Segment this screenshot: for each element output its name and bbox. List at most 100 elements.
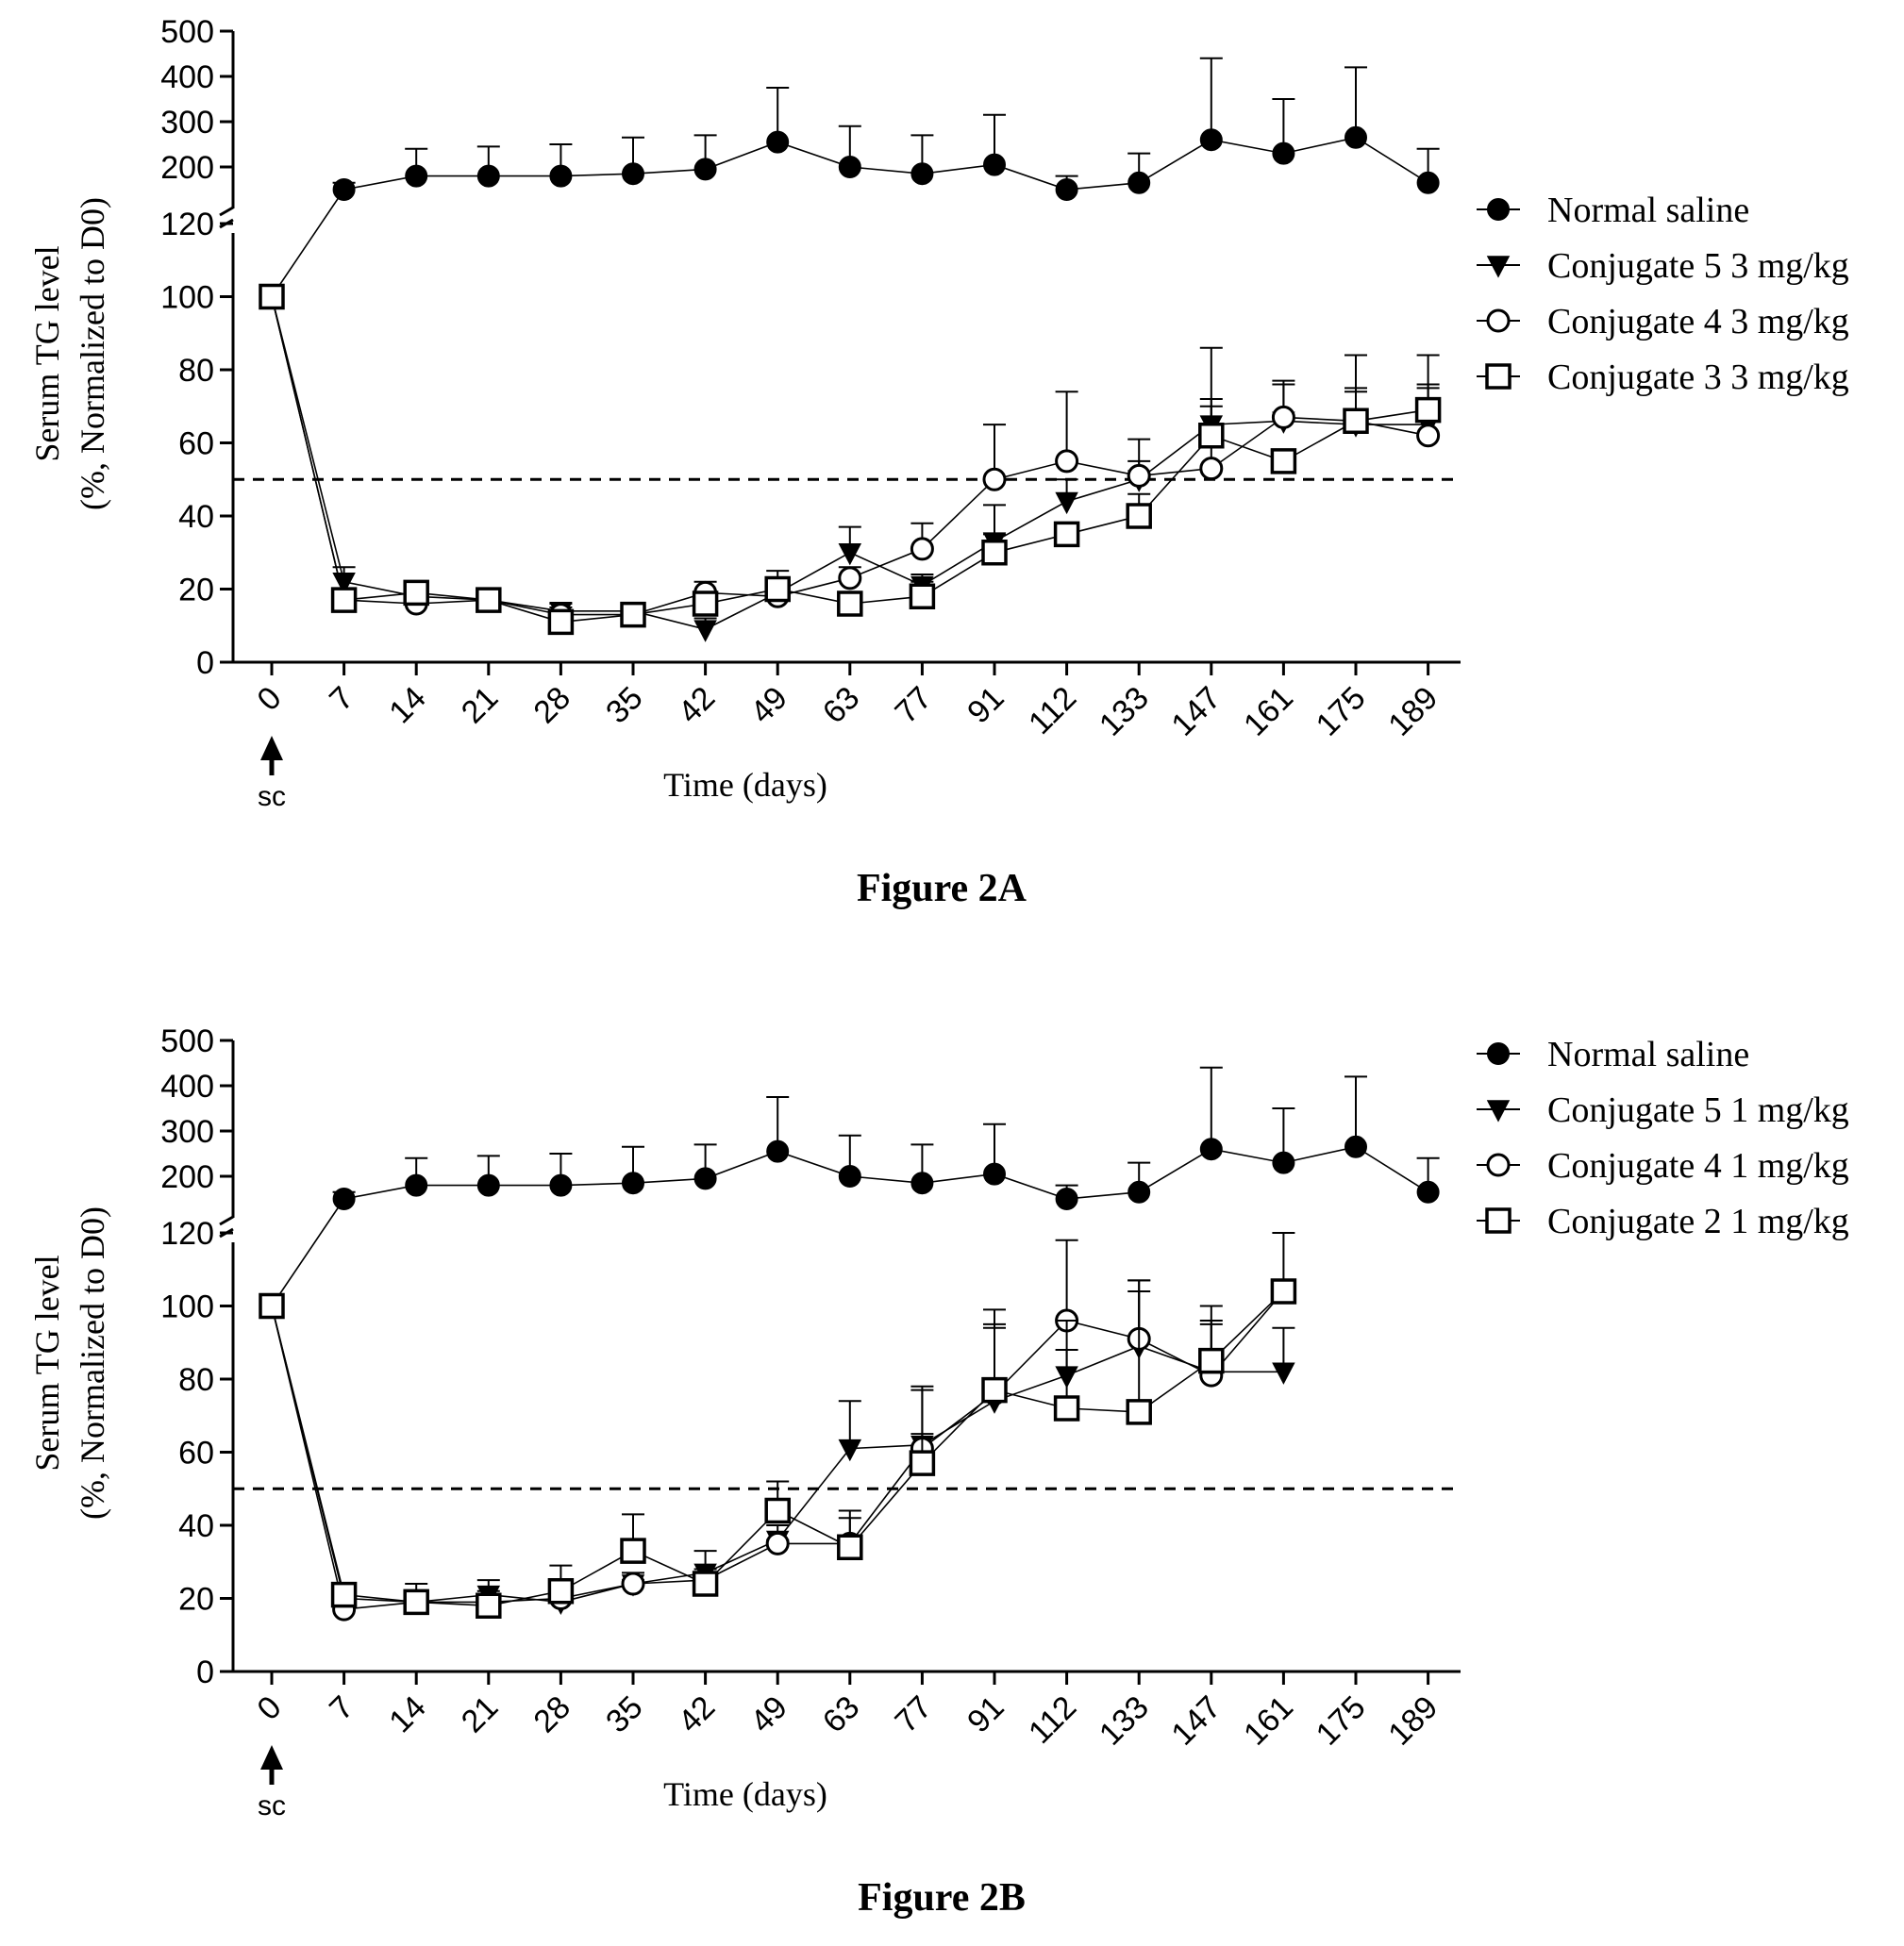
y-tick-label: 0 — [196, 1655, 214, 1690]
data-point — [910, 537, 934, 561]
y-tick-label: 200 — [160, 150, 214, 186]
y-tick-label: 20 — [178, 1582, 214, 1618]
x-tick-label: 42 — [672, 680, 723, 731]
x-tick-label: 91 — [960, 1689, 1011, 1740]
series-0 — [260, 57, 1440, 308]
y-tick-label: 120 — [160, 207, 214, 242]
data-point — [1416, 171, 1440, 194]
data-point — [622, 162, 644, 186]
data-point — [1343, 407, 1369, 434]
data-point — [692, 1571, 719, 1597]
data-point — [405, 1173, 428, 1197]
data-point — [1198, 1347, 1225, 1374]
x-tick-label: 147 — [1164, 1689, 1228, 1753]
y-axis-title: Serum TG level — [28, 1255, 66, 1471]
data-point — [1127, 1180, 1151, 1204]
legend-label: Conjugate 5 3 mg/kg — [1547, 246, 1849, 286]
dose-route-label: sc — [258, 781, 286, 812]
data-point — [1126, 503, 1152, 529]
data-point — [622, 1172, 644, 1195]
legend-label: Conjugate 4 1 mg/kg — [1547, 1146, 1849, 1186]
y-tick-label: 80 — [178, 353, 214, 389]
data-point — [405, 164, 428, 188]
axis-break-mark — [219, 1215, 234, 1226]
x-tick-label: 14 — [382, 680, 433, 731]
data-point — [1055, 178, 1078, 201]
figure-caption: Figure 2B — [858, 1876, 1026, 1920]
y-tick-label: 20 — [178, 573, 214, 608]
legend-label: Conjugate 5 1 mg/kg — [1547, 1090, 1849, 1130]
legend-marker — [1487, 1042, 1510, 1065]
x-tick-label: 63 — [816, 680, 867, 731]
data-point — [909, 1450, 936, 1476]
data-point — [403, 1588, 429, 1616]
data-point — [909, 583, 936, 609]
x-tick-label: 161 — [1237, 680, 1300, 743]
data-point — [1272, 141, 1295, 165]
x-tick-label: 0 — [250, 1689, 288, 1727]
data-point — [693, 620, 717, 642]
dose-route-label: sc — [258, 1790, 286, 1821]
data-point — [765, 1531, 790, 1555]
data-point — [1055, 1188, 1078, 1210]
x-tick-label: 77 — [888, 680, 939, 731]
x-tick-label: 14 — [382, 1689, 433, 1740]
y-tick-label: 100 — [160, 280, 214, 316]
data-point — [1270, 448, 1297, 474]
data-point — [982, 467, 1007, 491]
x-tick-label: 21 — [455, 680, 506, 731]
series-3 — [259, 283, 1442, 636]
data-point — [838, 1439, 862, 1462]
x-tick-label: 133 — [1093, 1689, 1156, 1753]
data-point — [1199, 457, 1224, 481]
x-tick-label: 28 — [526, 1689, 577, 1740]
y-tick-label: 300 — [160, 1114, 214, 1150]
data-point — [766, 1139, 790, 1163]
data-point — [838, 543, 862, 566]
legend-marker — [1485, 1207, 1512, 1234]
data-point — [476, 1173, 500, 1197]
dose-arrow-head-icon — [260, 736, 283, 760]
data-point — [766, 130, 790, 154]
data-point — [1055, 449, 1079, 474]
data-point — [764, 1497, 791, 1524]
data-point — [476, 587, 502, 613]
legend-label: Normal saline — [1547, 1035, 1749, 1074]
data-point — [549, 1173, 573, 1197]
x-tick-label: 7 — [323, 680, 360, 718]
y-tick-label: 200 — [160, 1159, 214, 1195]
data-point — [332, 1188, 356, 1210]
y-axis-subtitle: (%, Normalized to D0) — [74, 1206, 111, 1520]
data-point — [1127, 463, 1151, 488]
x-tick-label: 175 — [1310, 680, 1373, 743]
data-point — [547, 608, 575, 636]
data-point — [330, 587, 358, 613]
data-point — [1416, 1180, 1440, 1204]
x-tick-label: 189 — [1381, 680, 1445, 743]
x-tick-label: 77 — [888, 1689, 939, 1740]
legend-marker — [1486, 1153, 1511, 1177]
y-tick-label: 0 — [196, 645, 214, 681]
x-tick-label: 28 — [526, 680, 577, 731]
x-tick-label: 112 — [1022, 680, 1083, 741]
y-tick-label: 40 — [178, 1508, 214, 1544]
y-tick-label: 100 — [160, 1289, 214, 1325]
legend-label: Conjugate 2 1 mg/kg — [1547, 1202, 1849, 1241]
y-axis-subtitle: (%, Normalized to D0) — [74, 197, 111, 510]
x-tick-label: 112 — [1022, 1689, 1083, 1751]
x-tick-label: 42 — [672, 1689, 723, 1740]
x-tick-label: 49 — [743, 680, 794, 731]
data-point — [549, 164, 573, 188]
x-tick-label: 161 — [1237, 1689, 1300, 1753]
data-point — [1053, 1395, 1080, 1422]
data-point — [693, 1167, 717, 1190]
legend-label: Normal saline — [1547, 191, 1749, 230]
data-point — [1344, 1135, 1367, 1158]
x-tick-label: 147 — [1164, 680, 1228, 743]
data-point — [1272, 1151, 1295, 1174]
data-point — [1126, 1399, 1152, 1425]
x-tick-label: 133 — [1093, 680, 1156, 743]
